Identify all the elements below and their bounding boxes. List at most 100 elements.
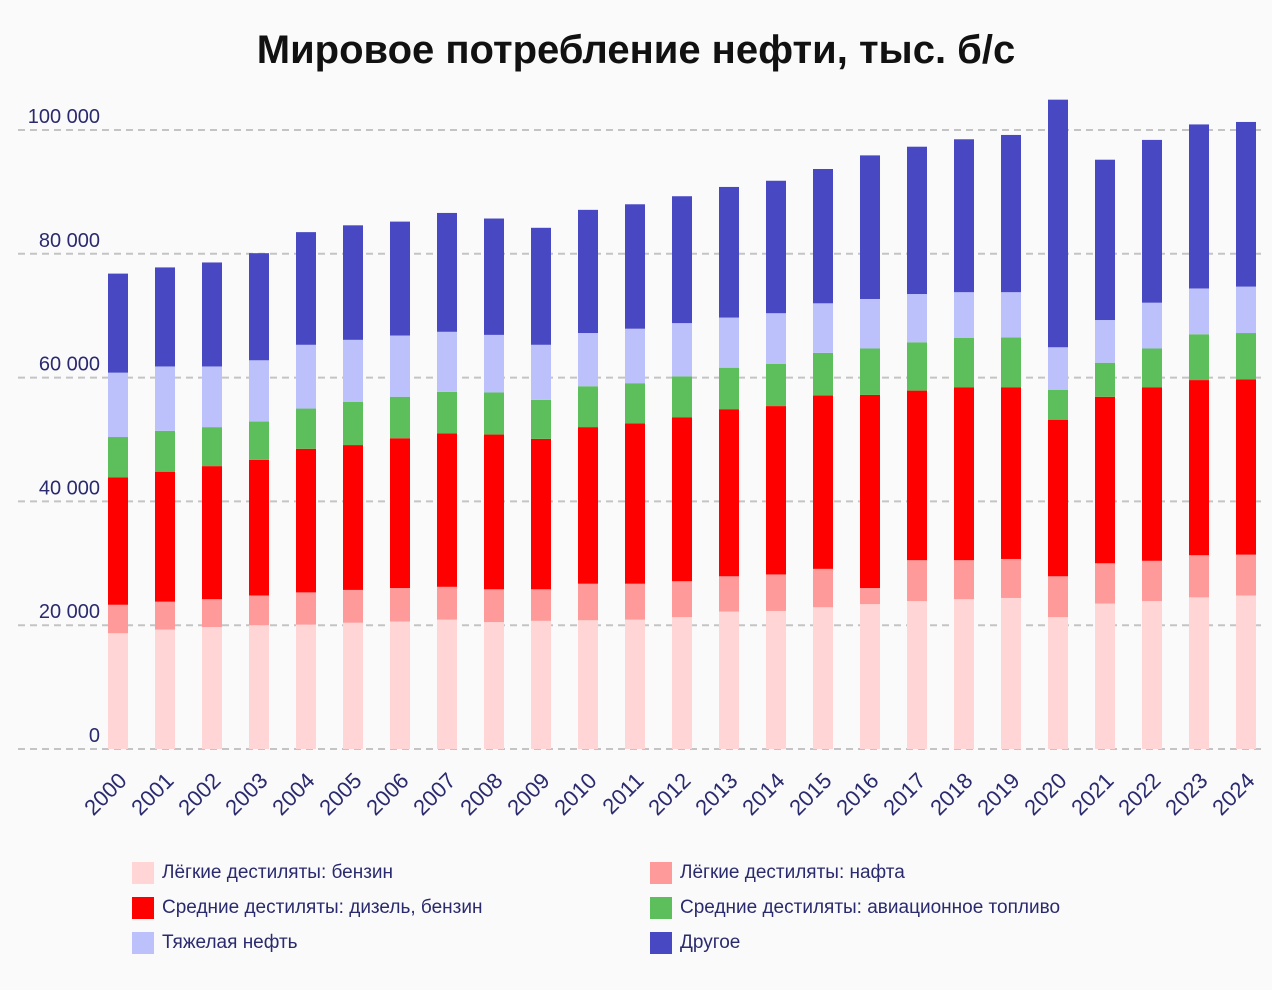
x-tick-label: 2002: [173, 768, 225, 820]
bar-segment: [155, 601, 175, 630]
bar-segment: [719, 317, 739, 368]
bar-segment: [249, 625, 269, 749]
bar-segment: [343, 339, 363, 402]
bar-segment: [484, 392, 504, 435]
bar-segment: [108, 437, 128, 478]
legend-item: Средние дестиляты: дизель, бензин: [132, 897, 482, 919]
x-tick-label: 2021: [1066, 768, 1118, 820]
bar-segment: [390, 221, 410, 336]
bar-segment: [155, 629, 175, 749]
bar-segment: [766, 180, 786, 314]
bar-segment: [108, 477, 128, 605]
bar-segment: [390, 438, 410, 589]
bar-segment: [625, 583, 645, 620]
bar-segment: [813, 303, 833, 353]
bar-segment: [672, 376, 692, 418]
bar-segment: [108, 604, 128, 634]
bar-segment: [860, 604, 880, 749]
bar-segment: [390, 335, 410, 397]
legend-label: Другое: [680, 932, 741, 953]
bar-segment: [578, 333, 598, 387]
legend-label: Лёгкие дестиляты: нафта: [680, 862, 905, 883]
legend-label: Средние дестиляты: авиационное топливо: [680, 897, 1061, 918]
bar-segment: [578, 620, 598, 749]
bar-segment: [813, 607, 833, 749]
bar-segment: [907, 342, 927, 391]
bar-segment: [672, 581, 692, 618]
bar-segment: [155, 430, 175, 472]
x-tick-label: 2003: [220, 768, 272, 820]
bar-segment: [108, 273, 128, 373]
bar-segment: [531, 399, 551, 439]
bar-segment: [202, 599, 222, 628]
bar-segment: [907, 601, 927, 749]
bar-segment: [202, 466, 222, 600]
bar-segment: [108, 633, 128, 749]
bar-segment: [813, 568, 833, 608]
bar-segment: [860, 155, 880, 299]
bar-segment: [766, 406, 786, 575]
x-tick-label: 2019: [972, 768, 1024, 820]
bar-segment: [1236, 121, 1256, 287]
x-tick-label: 2005: [314, 768, 366, 820]
bar-segment: [954, 560, 974, 600]
bar-segment: [1095, 396, 1115, 564]
bar-segment: [1236, 595, 1256, 749]
legend-item: Другое: [650, 932, 740, 954]
x-tick-label: 2007: [408, 768, 460, 820]
bar-segment: [907, 294, 927, 343]
x-tick-label: 2006: [361, 768, 413, 820]
legend-swatch: [132, 897, 154, 919]
bar-segment: [1189, 124, 1209, 289]
bar-segment: [719, 576, 739, 612]
chart-plot: 0 20 000 40 000 60 000 80 000 100 000 20002001…: [18, 99, 1262, 820]
bar-segment: [907, 146, 927, 295]
bar-segment: [813, 395, 833, 569]
bar-segment: [1095, 603, 1115, 749]
bar-segment: [1189, 334, 1209, 381]
bar-segment: [1142, 601, 1162, 749]
bar-segment: [531, 589, 551, 621]
bar-segment: [296, 232, 316, 345]
bar-segment: [343, 622, 363, 749]
bar-segment: [719, 611, 739, 749]
bar-segment: [249, 595, 269, 626]
bar-segment: [437, 331, 457, 392]
bar-segment: [813, 168, 833, 304]
x-tick-label: 2014: [737, 768, 789, 820]
bar-segment: [1236, 554, 1256, 596]
bar-segment: [625, 204, 645, 329]
x-tick-label: 2010: [549, 768, 601, 820]
y-tick-label: 80 000: [39, 230, 100, 252]
bar-segment: [766, 574, 786, 611]
x-tick-label: 2004: [267, 768, 319, 820]
bar-segment: [860, 394, 880, 589]
bar-segment: [672, 417, 692, 582]
bar-segment: [672, 196, 692, 324]
bar-segment: [1001, 558, 1021, 598]
bar-segment: [249, 253, 269, 361]
bar-segment: [578, 427, 598, 584]
bar-segment: [108, 372, 128, 438]
bar-segment: [1095, 320, 1115, 363]
bar-segment: [1236, 379, 1256, 555]
bar-segment: [1236, 286, 1256, 334]
bar-segment: [1001, 292, 1021, 338]
bar-segment: [296, 592, 316, 625]
bar-segment: [1236, 333, 1256, 380]
y-tick-label: 0: [89, 725, 100, 747]
legend-label: Средние дестиляты: дизель, бензин: [162, 897, 483, 918]
bar-segment: [1001, 337, 1021, 388]
bar-segment: [249, 459, 269, 596]
bar-segment: [954, 599, 974, 749]
bar-segment: [484, 434, 504, 590]
bar-segment: [531, 344, 551, 400]
bar-segment: [437, 212, 457, 332]
bar-segment: [390, 588, 410, 622]
bar-segment: [1048, 576, 1068, 618]
bar-segment: [719, 186, 739, 318]
bar-segment: [1001, 134, 1021, 293]
bar-segment: [1189, 555, 1209, 598]
bar-segment: [296, 344, 316, 409]
bar-segment: [954, 139, 974, 293]
